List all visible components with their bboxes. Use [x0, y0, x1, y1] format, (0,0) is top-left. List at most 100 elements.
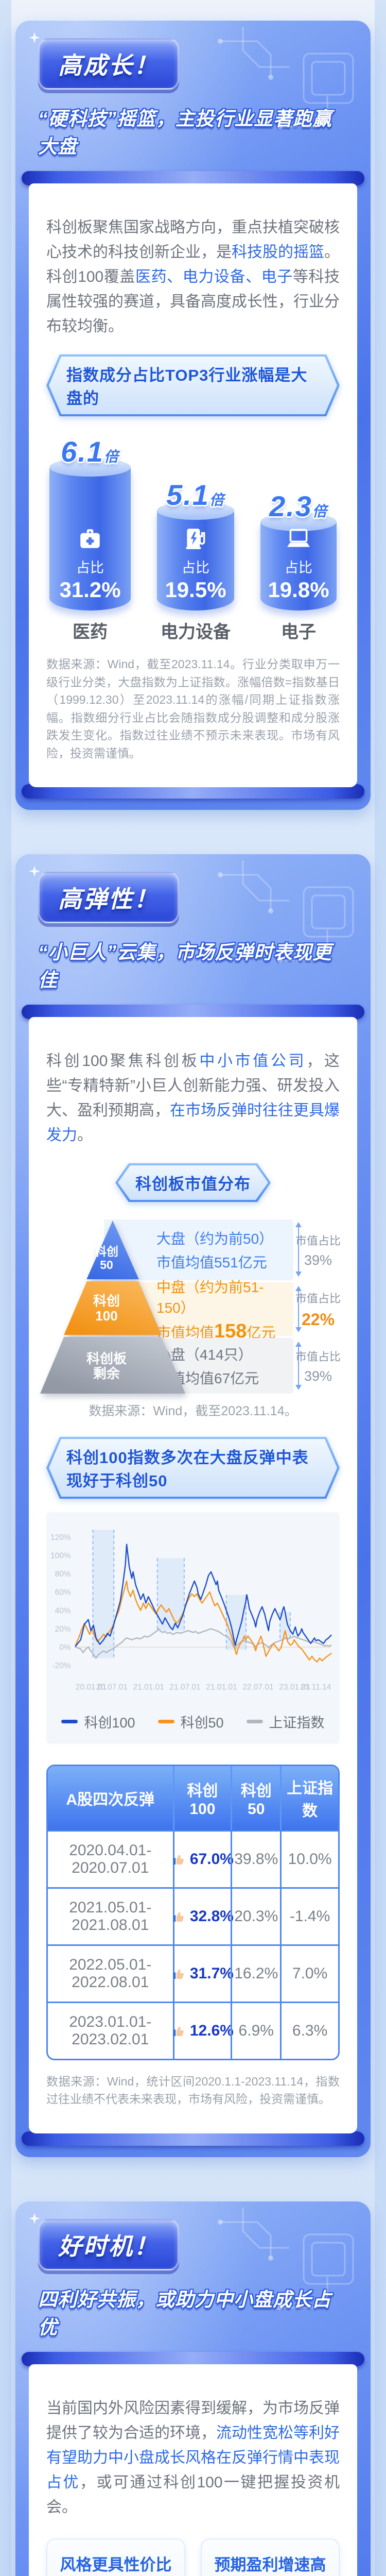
svg-text:80%: 80%: [55, 1570, 71, 1579]
section2-header: 高弹性！ “小巨人”云集，市场反弹时表现更佳: [15, 854, 371, 1005]
legend-swatch: [246, 1719, 263, 1723]
share-cell: 市值占比 39%: [295, 1350, 341, 1384]
section1-header: 高成长！ “硬科技”摇篮，主投行业显著跑赢大盘: [15, 21, 371, 171]
cylinder-power-equipment: 5.1倍 占比 19.5% 电力设备: [157, 478, 234, 643]
line-chart-banner: 科创100指数多次在大盘反弹中表现好于科创50: [46, 1437, 340, 1499]
section2-footnote: 数据来源：Wind，统计区间2020.1.1-2023.11.14，指数过往业绩…: [46, 2074, 340, 2106]
svg-text:21.01.01: 21.01.01: [206, 1683, 237, 1692]
pyramid-row-large-cap: 大盘（约为前50） 市值均值551亿元: [104, 1219, 293, 1280]
section2-title-badge: 高弹性！: [38, 872, 179, 923]
svg-text:21.01.01: 21.01.01: [133, 1683, 164, 1692]
svg-text:20%: 20%: [55, 1625, 71, 1634]
pyramid-source: 数据来源：Wind，截至2023.11.14。: [89, 1404, 297, 1418]
svg-text:40%: 40%: [55, 1606, 71, 1615]
section2-subtitle: “小巨人”云集，市场反弹时表现更佳: [38, 942, 332, 991]
section2-sheet: 科创100聚焦科创板中小市值公司，这些“专精特新”小巨人创新能力强、研发投入大、…: [29, 1017, 357, 2133]
section3-sheet: 当前国内外风险因素得到缓解，为市场反弹提供了较为合适的环境，流动性宽松等利好有望…: [29, 2364, 357, 2576]
scroll-bar-top: [22, 1005, 364, 1019]
svg-text:60%: 60%: [55, 1588, 71, 1597]
line-chart-title: 科创100指数多次在大盘反弹中表现好于科创50: [49, 1439, 337, 1497]
table-row: 2020.04.01-2020.07.01 67.0% 39.8% 10.0%: [48, 1829, 338, 1887]
pyramid-title: 科创板市值分布: [118, 1165, 268, 1200]
table-header-row: A股四次反弹 科创100 科创50 上证指数: [48, 1766, 338, 1830]
bar-chart-banner: 指数成分占比TOP3行业涨幅是大盘的: [46, 354, 340, 416]
scroll-bar-top: [22, 171, 364, 185]
section1-body: 科创板聚焦国家战略方向，重点扶植突破核心技术的科技创新企业，是科技股的摇篮。科创…: [46, 219, 340, 335]
range-arrow-icon: [295, 1222, 302, 1277]
thumb-up-icon: [173, 1855, 184, 1865]
svg-text:22.07.01: 22.07.01: [242, 1683, 273, 1692]
legend-swatch: [61, 1719, 78, 1723]
category-label: 医药: [73, 622, 108, 642]
ev-charger-icon: [186, 529, 205, 549]
market-cap-pyramid: 大盘（约为前50） 市值均值551亿元 中盘（约为前51-150） 市值均值15…: [40, 1219, 341, 1421]
table-row: 2021.05.01-2021.08.01 32.8% 20.3% -1.4%: [48, 1887, 338, 1944]
share-value: 19.8%: [268, 578, 329, 602]
bar-chart-title: 指数成分占比TOP3行业涨幅是大盘的: [49, 357, 337, 414]
section-high-growth: 高成长！ “硬科技”摇篮，主投行业显著跑赢大盘 科创板聚焦国家战略方向，重点扶植…: [15, 21, 371, 810]
section3-body: 当前国内外风险因素得到缓解，为市场反弹提供了较为合适的环境，流动性宽松等利好有望…: [46, 2399, 340, 2516]
share-cell: 市值占比 39%: [295, 1234, 341, 1268]
card-valuation: 风格更具性价比 中小盘成长今年来最大回撤超27%,估值消化充分，风格更具性价比。: [46, 2538, 185, 2576]
section-high-elasticity: 高弹性！ “小巨人”云集，市场反弹时表现更佳 科创100聚焦科创板中小市值公司，…: [15, 854, 371, 2157]
section1-footnote: 数据来源：Wind，截至2023.11.14。行业分类取申万一级行业分类，大盘指…: [46, 657, 340, 760]
svg-text:20.07.01: 20.07.01: [97, 1683, 128, 1692]
svg-text:-20%: -20%: [52, 1662, 71, 1670]
pyramid-layer-rest: [40, 1337, 185, 1394]
table-row: 2023.01.01-2023.02.01 12.6% 6.9% 6.3%: [48, 2001, 338, 2059]
svg-text:23.11.14: 23.11.14: [301, 1683, 331, 1692]
section3-title-badge: 好时机！: [38, 2218, 179, 2270]
section3-header: 好时机！ 四利好共振，或助力中小盘成长占优: [15, 2201, 371, 2352]
pyramid-banner: 科创板市值分布: [115, 1163, 271, 1202]
sparkle-icon: [29, 2212, 40, 2224]
multiple-value: 5.1倍: [166, 479, 225, 511]
medical-kit-icon: [80, 529, 100, 548]
table-row: 2022.05.01-2022.08.01 31.7% 16.2% 7.0%: [48, 1944, 338, 2002]
share-label: 占比: [76, 560, 104, 575]
category-label: 电力设备: [161, 622, 231, 642]
section-good-timing: 好时机！ 四利好共振，或助力中小盘成长占优 当前国内外风险因素得到缓解，为市场反…: [15, 2201, 371, 2576]
range-arrow-icon: [295, 1286, 302, 1332]
share-value: 31.2%: [59, 578, 121, 602]
svg-text:0%: 0%: [59, 1643, 71, 1652]
thumb-up-icon: [173, 2026, 184, 2036]
cylinder-pharma: 6.1倍 占比 31.2% 医药: [49, 435, 131, 643]
sparkle-icon: [29, 866, 40, 877]
section2-body: 科创100聚焦科创板中小市值公司，这些“专精特新”小巨人创新能力强、研发投入大、…: [46, 1053, 340, 1144]
legend-szzs: 上证指数: [246, 1711, 325, 1732]
legend-swatch: [157, 1719, 174, 1723]
section2-title: 高弹性！: [58, 886, 159, 912]
share-label: 占比: [182, 560, 209, 575]
legend-kc100: 科创100: [61, 1711, 135, 1732]
share-label: 占比: [285, 560, 312, 575]
cylinder-electronics: 2.3倍 占比 19.8% 电子: [260, 489, 337, 643]
svg-text:100%: 100%: [50, 1551, 71, 1560]
thumb-up-icon: [173, 1969, 184, 1979]
industry-cylinder-chart: 6.1倍 占比 31.2% 医药 5.1倍: [46, 416, 340, 643]
svg-text:120%: 120%: [50, 1533, 71, 1542]
share-cell: 市值占比 22%: [295, 1292, 341, 1329]
trend-line-chart: 120% 100% 80% 60% 40% 20% 0% -20% 20.01.01 20.07.…: [46, 1512, 340, 1744]
range-arrow-icon: [295, 1342, 302, 1390]
share-value: 19.5%: [165, 578, 226, 602]
sparkle-icon: [29, 32, 40, 43]
laptop-icon: [287, 529, 310, 547]
svg-text:21.07.01: 21.07.01: [169, 1683, 200, 1692]
scroll-bar-bottom: [22, 2131, 364, 2146]
legend-kc50: 科创50: [157, 1711, 224, 1732]
category-label: 电子: [281, 622, 316, 642]
section3-subtitle: 四利好共振，或助力中小盘成长占优: [38, 2289, 331, 2338]
multiple-value: 6.1倍: [61, 435, 119, 468]
chart-legend: 科创100 科创50 上证指数: [47, 1709, 339, 1742]
benefit-cards-grid: 风格更具性价比 中小盘成长今年来最大回撤超27%,估值消化充分，风格更具性价比。…: [46, 2538, 340, 2576]
section1-subtitle: “硬科技”摇篮，主投行业显著跑赢大盘: [38, 108, 332, 157]
svg-text:23.01.01: 23.01.01: [279, 1683, 310, 1692]
section3-title: 好时机！: [58, 2232, 159, 2260]
pyramid-figure: 科创 50 科创 100 科创板 剩余: [40, 1221, 185, 1394]
section1-sheet: 科创板聚焦国家战略方向，重点扶植突破核心技术的科技创新企业，是科技股的摇篮。科创…: [29, 183, 357, 787]
card-profit-growth: 预期盈利增速高 科创100指数未来2年预期净利润复合增长率为37.06%。: [201, 2538, 340, 2576]
rebound-table: A股四次反弹 科创100 科创50 上证指数 2020.04.01-2020.0…: [46, 1764, 340, 2060]
multiple-value: 2.3倍: [269, 490, 328, 522]
scroll-bar-top: [22, 2351, 364, 2366]
